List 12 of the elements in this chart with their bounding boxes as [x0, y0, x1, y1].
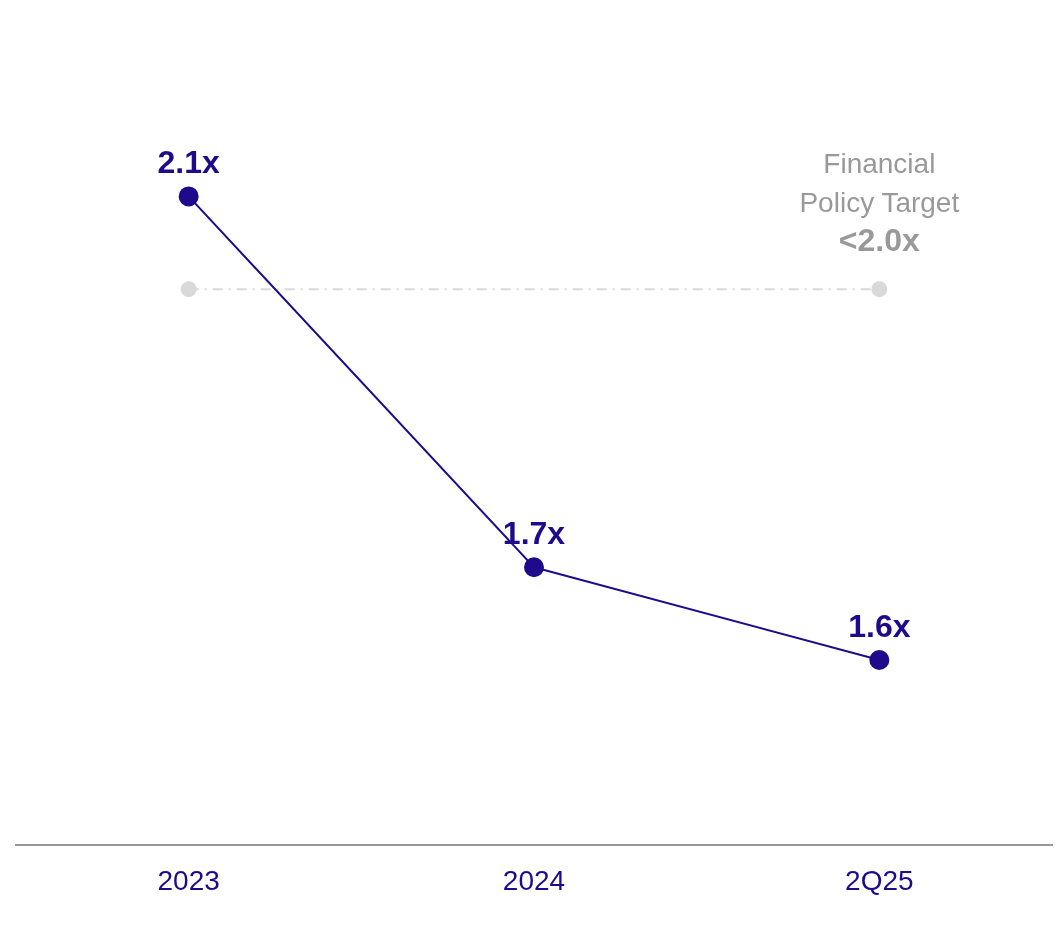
x-tick-label: 2023 [157, 864, 220, 896]
point [178, 186, 199, 207]
data-label: 1.7x [502, 515, 566, 552]
point [869, 649, 890, 670]
x-tick-label: 2Q25 [845, 864, 914, 896]
x-tick-label: 2024 [502, 864, 566, 896]
data-label: 2.1x [157, 144, 221, 181]
data-label: 1.6x [848, 607, 911, 644]
annotation: Financial Policy Target <2.0x [799, 148, 960, 259]
point [871, 281, 888, 298]
point [524, 557, 544, 578]
point [180, 281, 197, 298]
